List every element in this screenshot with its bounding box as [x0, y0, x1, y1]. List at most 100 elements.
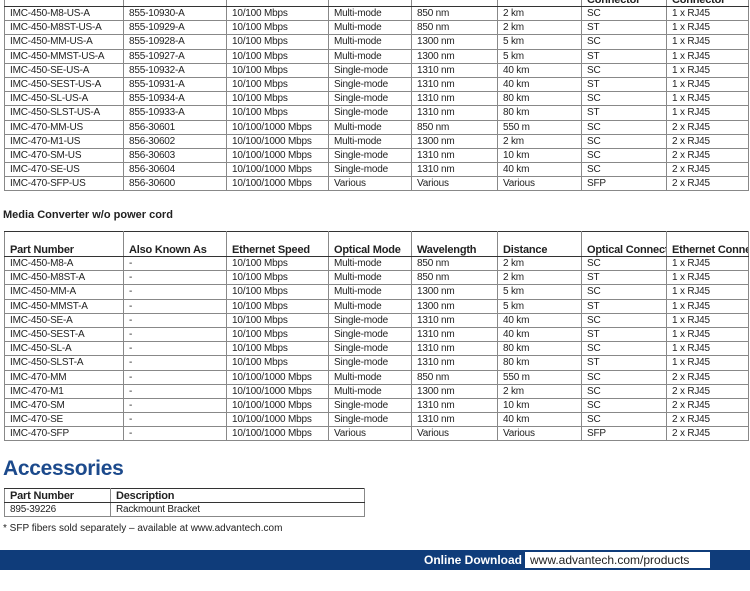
row: 895-39226 Rackmount Bracket: [4, 501, 365, 518]
cell: IMC-470-SE: [4, 412, 124, 428]
cell: 10/100 Mbps: [226, 91, 329, 107]
header-cell: Optical Mode: [328, 231, 412, 257]
cell: IMC-450-SL-A: [4, 341, 124, 357]
cell: -: [123, 397, 227, 414]
cell: 1310 nm: [411, 147, 498, 164]
cell: 2 x RJ45: [666, 397, 749, 414]
row: IMC-450-SL-US-A 855-10934-A 10/100 Mbps Sin…: [4, 91, 749, 107]
row: IMC-450-M8-US-A 855-10930-A 10/100 Mbps Mul…: [4, 5, 749, 22]
cell: 10/100 Mbps: [226, 326, 329, 343]
header-cell: Optical Connector: [581, 231, 667, 257]
cell: 10/100 Mbps: [226, 62, 329, 78]
cell: IMC-450-SEST-A: [4, 326, 124, 343]
cell: Single-mode: [328, 91, 412, 107]
cell: IMC-470-SFP-US: [4, 176, 124, 192]
cell: Single-mode: [328, 62, 412, 78]
cell: 1300 nm: [411, 284, 498, 300]
cell: 10/100 Mbps: [226, 284, 329, 300]
header-cell: Wavelength: [411, 231, 498, 257]
cell: 10/100/1000 Mbps: [226, 119, 329, 135]
cell: 2 x RJ45: [666, 147, 749, 164]
cell: 1 x RJ45: [666, 284, 749, 300]
row: IMC-470-SM -10/100/1000 Mbps Single-mode 13…: [4, 397, 749, 414]
cell: 1310 nm: [411, 412, 498, 428]
header-row: Part Number Description: [4, 488, 365, 503]
row: IMC-470-M1-US 856-30602 10/100/1000 Mbps Mu…: [4, 133, 749, 149]
cell: 855-10928-A: [123, 34, 227, 50]
cell: IMC-470-SFP: [4, 426, 124, 442]
cell: Multi-mode: [328, 298, 412, 314]
cell: 80 km: [497, 105, 582, 121]
row: IMC-470-SE -10/100/1000 Mbps Single-mode 13…: [4, 412, 749, 428]
cell: 1 x RJ45: [666, 312, 749, 328]
cell: SC: [581, 284, 667, 300]
cell: 10/100 Mbps: [226, 48, 329, 64]
row: IMC-450-SEST-A -10/100 Mbps Single-mode 131…: [4, 326, 749, 343]
cell: 2 x RJ45: [666, 426, 749, 442]
header-cell: Also Known As: [123, 231, 227, 257]
cell: IMC-450-M8-A: [4, 255, 124, 272]
cell: 10/100 Mbps: [226, 255, 329, 272]
cell: 10/100/1000 Mbps: [226, 412, 329, 428]
cell: 856-30604: [123, 162, 227, 178]
cell: IMC-450-SLST-US-A: [4, 105, 124, 121]
accessories-table: Part Number Description 895-39226 Rackmount…: [4, 488, 365, 518]
cell: Single-mode: [328, 76, 412, 93]
cell: 1310 nm: [411, 62, 498, 78]
cell: Multi-mode: [328, 48, 412, 64]
cell: 40 km: [497, 326, 582, 343]
cell: -: [123, 412, 227, 428]
cell: 2 km: [497, 270, 582, 286]
cell: 10/100 Mbps: [226, 312, 329, 328]
cell: 1 x RJ45: [666, 105, 749, 121]
cell: 1 x RJ45: [666, 326, 749, 343]
row: IMC-450-SLST-US-A 855-10933-A 10/100 Mbps S…: [4, 105, 749, 121]
cell: Single-mode: [328, 412, 412, 428]
cell: IMC-450-MM-US-A: [4, 34, 124, 50]
cell: IMC-470-SE-US: [4, 162, 124, 178]
cell: 1310 nm: [411, 91, 498, 107]
cell: IMC-450-SEST-US-A: [4, 76, 124, 93]
cell: Various: [497, 426, 582, 442]
cell: SC: [581, 147, 667, 164]
cell: SC: [581, 91, 667, 107]
cell: 856-30603: [123, 147, 227, 164]
cell: 40 km: [497, 412, 582, 428]
cell: 2 km: [497, 133, 582, 149]
row: IMC-450-MM-US-A 855-10928-A 10/100 Mbps Mul…: [4, 34, 749, 50]
cell: 855-10930-A: [123, 5, 227, 22]
cell: Various: [497, 176, 582, 192]
cell: 5 km: [497, 48, 582, 64]
cell: 1 x RJ45: [666, 34, 749, 50]
cell: -: [123, 298, 227, 314]
cell: 40 km: [497, 162, 582, 178]
cell: IMC-470-MM-US: [4, 119, 124, 135]
cell: SFP: [581, 176, 667, 192]
cell: Multi-mode: [328, 369, 412, 385]
cell: 1310 nm: [411, 341, 498, 357]
cell: Various: [411, 176, 498, 192]
cell: IMC-470-MM: [4, 369, 124, 385]
cell: -: [123, 326, 227, 343]
cell: -: [123, 312, 227, 328]
cell: 1310 nm: [411, 326, 498, 343]
cell: Single-mode: [328, 105, 412, 121]
cell: 855-10932-A: [123, 62, 227, 78]
cell: SC: [581, 119, 667, 135]
cell: 1300 nm: [411, 34, 498, 50]
cell: 10/100/1000 Mbps: [226, 383, 329, 399]
row: IMC-450-SE-A -10/100 Mbps Single-mode 1310 …: [4, 312, 749, 328]
cell: IMC-450-M8-US-A: [4, 5, 124, 22]
cell: SC: [581, 312, 667, 328]
row: IMC-450-SEST-US-A 855-10931-A 10/100 Mbps S…: [4, 76, 749, 93]
cell: 10 km: [497, 397, 582, 414]
row: IMC-470-SFP-US 856-30600 10/100/1000 Mbps V…: [4, 176, 749, 192]
cell: 10/100 Mbps: [226, 355, 329, 371]
cell: 1310 nm: [411, 105, 498, 121]
cell: 10/100 Mbps: [226, 270, 329, 286]
row: IMC-470-SM-US 856-30603 10/100/1000 Mbps Si…: [4, 147, 749, 164]
cell: IMC-450-MM-A: [4, 284, 124, 300]
cell: ST: [581, 76, 667, 93]
footer-url[interactable]: www.advantech.com/products: [525, 552, 710, 568]
